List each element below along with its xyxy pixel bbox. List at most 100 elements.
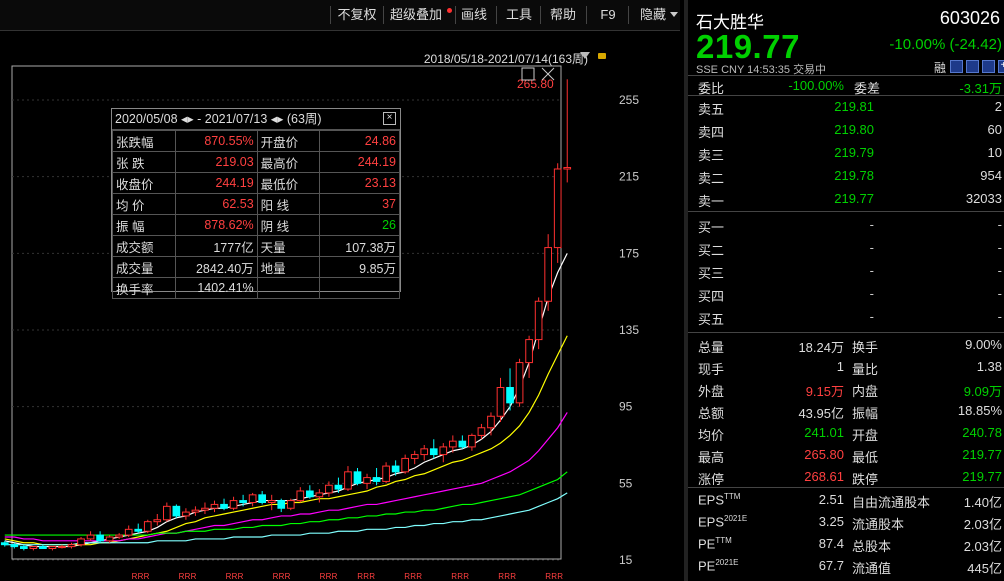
candle — [468, 433, 476, 451]
super-overlay-button[interactable]: 超级叠加 — [389, 7, 442, 22]
lock-icon[interactable] — [598, 53, 606, 59]
ask-price: 219.80 — [834, 122, 874, 137]
stat-label: 外盘 — [698, 384, 725, 399]
draw-line-button[interactable]: 画线 — [460, 7, 487, 22]
candle — [105, 535, 114, 543]
no-adjust-button[interactable]: 不复权 — [337, 7, 377, 22]
candle — [448, 435, 457, 453]
stats-label: 最高价 — [256, 151, 321, 173]
start-date-arrows-icon[interactable]: ◂▸ — [181, 112, 194, 126]
candle-body — [67, 544, 76, 548]
candle-body — [477, 427, 486, 436]
fin-metric: EPS — [698, 514, 725, 530]
candle — [267, 494, 276, 511]
candle-body — [458, 440, 467, 448]
quote-time: 14:53:35 — [747, 64, 790, 76]
divider — [688, 75, 1004, 76]
candle-body — [296, 490, 305, 502]
stat-value: 240.78 — [962, 425, 1002, 440]
stats-value: 870.55% — [174, 130, 258, 152]
candle — [115, 533, 124, 539]
bid-volume: - — [997, 240, 1002, 255]
dropdown-triangle-icon[interactable] — [580, 52, 590, 59]
interval-start-date: 2020/05/08 — [115, 112, 178, 126]
candle-body — [210, 503, 219, 509]
interval-header: 2020/05/08 ◂▸ - 2021/07/13 ◂▸ (63周) × — [112, 109, 400, 130]
candle-body — [429, 448, 438, 456]
fin-label-right: 流通股本 — [852, 517, 905, 532]
order-ratio-row: 委比 -100.00% 委差 -3.31万 — [696, 75, 1004, 97]
candle-body — [267, 500, 276, 504]
bell-icon[interactable] — [966, 60, 979, 73]
stats-value: 26 — [319, 214, 400, 236]
candle — [363, 473, 371, 490]
candle-body — [201, 507, 209, 511]
candle-body — [363, 477, 371, 484]
candle-body — [162, 505, 171, 521]
stats-value: 37 — [319, 193, 400, 215]
ask-volume: 60 — [987, 122, 1002, 137]
stat-label: 振幅 — [852, 406, 879, 421]
stats-value: 23.13 — [319, 172, 400, 194]
add-icon[interactable]: + — [998, 60, 1004, 73]
candle — [162, 502, 171, 522]
event-marker: R — [357, 572, 363, 581]
candle-body — [553, 168, 562, 249]
ask-level-label: 卖一 — [698, 194, 725, 209]
end-date-arrows-icon[interactable]: ◂▸ — [270, 112, 284, 126]
stats-value: 62.53 — [174, 193, 258, 215]
event-marker: R — [179, 572, 185, 581]
fin-metric-suffix: TTM — [715, 536, 732, 545]
candle — [172, 504, 181, 518]
event-marker: R — [369, 572, 375, 581]
candle-body — [382, 465, 390, 482]
stats-value: 219.03 — [174, 151, 258, 173]
event-marker: R — [138, 572, 144, 581]
ask-row: 卖五 219.81 2 — [696, 96, 1004, 118]
event-marker: R — [279, 572, 285, 581]
event-marker: R — [273, 572, 279, 581]
chart-frame — [11, 65, 562, 560]
candle — [334, 477, 343, 493]
candle-body — [487, 415, 495, 429]
order-ratio-value: -100.00% — [788, 78, 844, 93]
candle-body — [134, 528, 143, 532]
trade-meta: SSE CNY 14:53:35 交易中 — [696, 61, 826, 77]
event-marker: R — [551, 572, 557, 581]
candle-body — [420, 448, 429, 456]
help-button[interactable]: 帮助 — [549, 7, 576, 22]
close-icon[interactable]: × — [383, 112, 396, 125]
stock-name: 石大胜华 — [696, 13, 764, 32]
bid-price: - — [869, 263, 874, 278]
candle — [191, 506, 200, 516]
exchange-code: SSE — [696, 64, 719, 76]
f9-button[interactable]: F9 — [600, 7, 616, 22]
edit-icon[interactable] — [950, 60, 963, 73]
candle — [315, 489, 324, 503]
bid-level-label: 买五 — [698, 312, 725, 327]
stats-value: 878.62% — [174, 214, 258, 236]
stats-value — [319, 277, 400, 299]
date-range-label: 2018/05/18-2021/07/14(163周) — [424, 50, 588, 67]
stats-row: 均 价 62.53 阳 线 37 — [112, 193, 400, 215]
candle — [429, 439, 438, 459]
alert-icon[interactable] — [982, 60, 995, 73]
candle-body — [277, 500, 286, 509]
stat-label: 总量 — [698, 340, 725, 355]
event-marker: R — [191, 572, 197, 581]
candle — [258, 491, 267, 505]
fin-metric-suffix: 2021E — [715, 558, 739, 567]
hide-button[interactable]: 隐藏 — [639, 7, 666, 22]
window-icon[interactable] — [521, 67, 535, 81]
candle-body — [220, 503, 228, 509]
stats-value: 9.85万 — [319, 256, 400, 278]
chevron-down-icon[interactable] — [670, 12, 678, 17]
interval-weeks: (63周) — [286, 112, 322, 126]
stats-row: 成交额 1777亿 天量 107.38万 — [112, 235, 400, 257]
fin-metric: PE — [698, 558, 716, 574]
stat-label: 均价 — [698, 428, 725, 443]
tools-button[interactable]: 工具 — [505, 7, 532, 22]
candle — [563, 79, 572, 183]
candle — [496, 377, 505, 422]
